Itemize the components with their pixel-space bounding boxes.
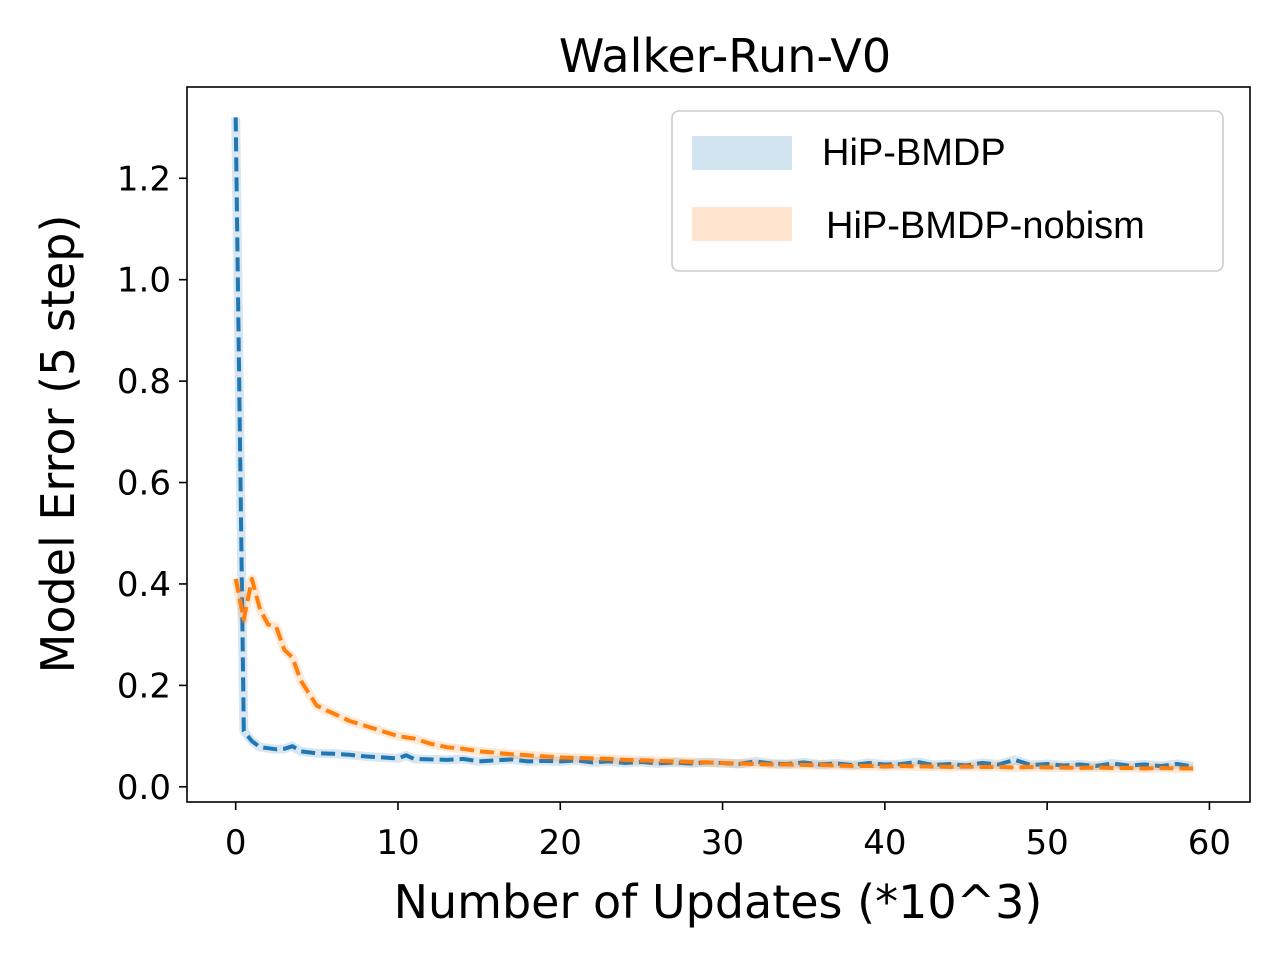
x-tick-label: 10	[376, 823, 419, 863]
y-tick-label: 0.0	[117, 768, 171, 808]
x-tick-label: 0	[225, 823, 247, 863]
plot-area-frame	[186, 86, 1251, 803]
series-line-hip-bmdp	[233, 117, 1194, 769]
y-tick-label: 1.2	[117, 159, 171, 199]
y-tick-label: 0.8	[117, 362, 171, 402]
x-tick-label: 60	[1188, 823, 1231, 863]
y-tick-label: 0.6	[117, 464, 171, 504]
x-tick-label: 40	[863, 823, 906, 863]
y-axis-ticks: 0.0 0.2 0.4 0.6 0.8 1.0 1.2	[117, 159, 187, 808]
x-tick-label: 50	[1026, 823, 1069, 863]
legend-label-hip-bmdp: HiP-BMDP	[822, 132, 1006, 174]
x-tick-label: 30	[701, 823, 744, 863]
x-axis-label: Number of Updates (*10^3)	[394, 875, 1043, 929]
y-tick-label: 0.2	[117, 666, 171, 706]
legend-frame	[671, 110, 1224, 272]
series-layer	[231, 117, 1194, 773]
chart-title: Walker-Run-V0	[559, 29, 891, 83]
y-tick-label: 0.4	[117, 565, 171, 605]
x-axis-ticks: 0 10 20 30 40 50 60	[225, 802, 1231, 863]
legend-swatch-hip-bmdp-nobism	[692, 207, 792, 241]
legend-swatch-hip-bmdp	[692, 136, 792, 170]
legend: HiP-BMDP HiP-BMDP-nobism	[671, 110, 1224, 272]
y-axis-label: Model Error (5 step)	[31, 215, 85, 674]
series-line-hip-bmdp-nobism	[233, 576, 1194, 771]
y-tick-label: 1.0	[117, 261, 171, 301]
legend-label-hip-bmdp-nobism: HiP-BMDP-nobism	[826, 205, 1145, 247]
x-tick-label: 20	[539, 823, 582, 863]
